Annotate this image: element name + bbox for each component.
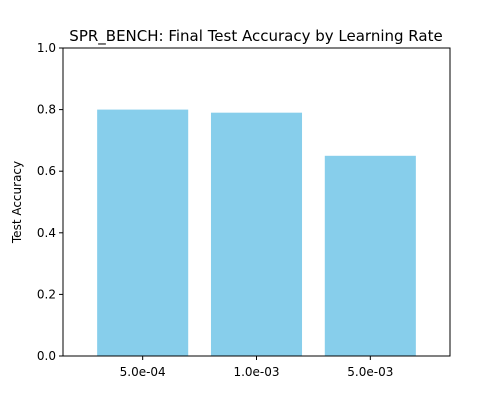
y-axis-label: Test Accuracy <box>10 161 24 244</box>
y-tick-label: 0.0 <box>37 349 56 363</box>
y-tick-label: 0.6 <box>37 164 56 178</box>
x-tick-label: 5.0e-03 <box>347 365 393 379</box>
y-tick-label: 1.0 <box>37 41 56 55</box>
y-axis-ticks: 0.0 0.2 0.4 0.6 0.8 1.0 <box>37 41 63 363</box>
bar-5.0e-03 <box>324 155 416 356</box>
bar-1.0e-03 <box>210 112 303 357</box>
bar-5.0e-04 <box>97 109 189 356</box>
y-tick-label: 0.8 <box>37 103 56 117</box>
x-axis-ticks: 5.0e-04 1.0e-03 5.0e-03 <box>120 356 393 379</box>
y-tick-label: 0.4 <box>37 226 56 240</box>
x-tick-label: 1.0e-03 <box>233 365 279 379</box>
bars-group <box>97 109 416 357</box>
y-tick-label: 0.2 <box>37 287 56 301</box>
chart-title: SPR_BENCH: Final Test Accuracy by Learni… <box>69 27 442 46</box>
plot-area-frame <box>62 47 451 357</box>
x-tick-label: 5.0e-04 <box>120 365 166 379</box>
